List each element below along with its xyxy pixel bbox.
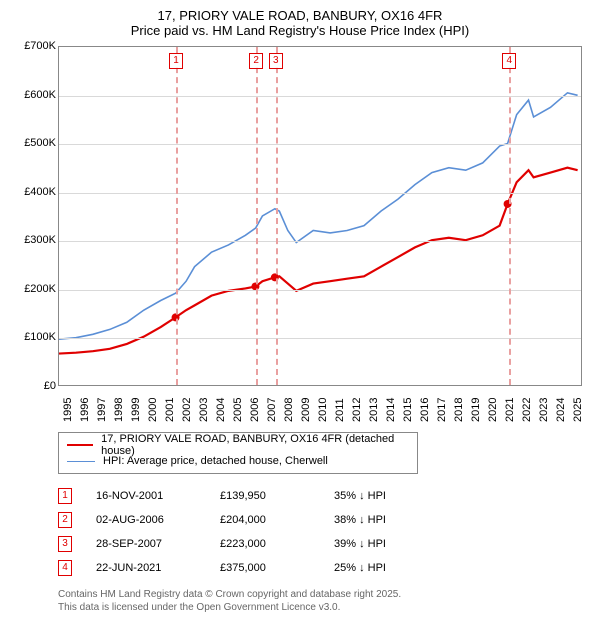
x-tick-label: 2006 xyxy=(249,398,253,422)
sale-marker-line xyxy=(276,47,278,385)
footer-line: Contains HM Land Registry data © Crown c… xyxy=(58,588,588,601)
x-tick-label: 1996 xyxy=(79,398,83,422)
y-tick-label: £100K xyxy=(12,331,56,343)
event-date: 28-SEP-2007 xyxy=(96,538,196,550)
event-diff: 38% ↓ HPI xyxy=(334,514,434,526)
x-tick-label: 2008 xyxy=(283,398,287,422)
sale-marker-label: 2 xyxy=(249,53,263,69)
event-diff: 25% ↓ HPI xyxy=(334,562,434,574)
x-tick-label: 2015 xyxy=(402,398,406,422)
legend-item: 17, PRIORY VALE ROAD, BANBURY, OX16 4FR … xyxy=(67,437,409,453)
x-tick-label: 2023 xyxy=(538,398,542,422)
x-tick-label: 2007 xyxy=(266,398,270,422)
gridline xyxy=(59,338,581,339)
y-tick-label: £600K xyxy=(12,89,56,101)
event-diff: 35% ↓ HPI xyxy=(334,490,434,502)
x-tick-label: 2001 xyxy=(164,398,168,422)
sale-marker-label: 3 xyxy=(269,53,283,69)
event-date: 02-AUG-2006 xyxy=(96,514,196,526)
legend-label: HPI: Average price, detached house, Cher… xyxy=(103,455,328,467)
legend-swatch xyxy=(67,444,93,446)
line-series-svg xyxy=(59,47,581,385)
gridline xyxy=(59,241,581,242)
y-tick-label: £500K xyxy=(12,137,56,149)
legend-label: 17, PRIORY VALE ROAD, BANBURY, OX16 4FR … xyxy=(101,433,409,457)
x-tick-label: 2004 xyxy=(215,398,219,422)
x-tick-label: 2018 xyxy=(453,398,457,422)
event-marker-box: 1 xyxy=(58,488,72,504)
x-tick-label: 2000 xyxy=(147,398,151,422)
event-marker-box: 2 xyxy=(58,512,72,528)
event-row: 2 02-AUG-2006 £204,000 38% ↓ HPI xyxy=(58,508,588,532)
gridline xyxy=(59,290,581,291)
sale-marker-line xyxy=(256,47,258,385)
x-tick-label: 2016 xyxy=(419,398,423,422)
event-row: 4 22-JUN-2021 £375,000 25% ↓ HPI xyxy=(58,556,588,580)
event-price: £223,000 xyxy=(220,538,310,550)
event-date: 16-NOV-2001 xyxy=(96,490,196,502)
y-tick-label: £300K xyxy=(12,234,56,246)
chart-subtitle: Price paid vs. HM Land Registry's House … xyxy=(12,23,588,38)
plot-region: 1 23 4 xyxy=(58,46,582,386)
gridline xyxy=(59,144,581,145)
x-tick-label: 2011 xyxy=(334,398,338,422)
event-row: 3 28-SEP-2007 £223,000 39% ↓ HPI xyxy=(58,532,588,556)
event-marker-box: 4 xyxy=(58,560,72,576)
sale-marker-label: 1 xyxy=(169,53,183,69)
x-tick-label: 2022 xyxy=(521,398,525,422)
chart-title: 17, PRIORY VALE ROAD, BANBURY, OX16 4FR xyxy=(12,8,588,23)
y-tick-label: £700K xyxy=(12,40,56,52)
event-row: 1 16-NOV-2001 £139,950 35% ↓ HPI xyxy=(58,484,588,508)
event-price: £139,950 xyxy=(220,490,310,502)
legend-swatch xyxy=(67,461,95,462)
x-tick-label: 2003 xyxy=(198,398,202,422)
chart-container: 17, PRIORY VALE ROAD, BANBURY, OX16 4FR … xyxy=(0,0,600,622)
chart-area: £0£100K£200K£300K£400K£500K£600K£700K 12… xyxy=(12,46,588,426)
gridline xyxy=(59,193,581,194)
sale-marker-line xyxy=(176,47,178,385)
footer-line: This data is licensed under the Open Gov… xyxy=(58,601,588,614)
event-marker-box: 3 xyxy=(58,536,72,552)
x-tick-label: 2019 xyxy=(470,398,474,422)
event-price: £375,000 xyxy=(220,562,310,574)
event-table: 1 16-NOV-2001 £139,950 35% ↓ HPI 2 02-AUG-200… xyxy=(58,484,588,580)
series-line-price_paid xyxy=(59,168,578,354)
event-diff: 39% ↓ HPI xyxy=(334,538,434,550)
legend: 17, PRIORY VALE ROAD, BANBURY, OX16 4FR … xyxy=(58,432,418,474)
x-tick-label: 2020 xyxy=(487,398,491,422)
title-block: 17, PRIORY VALE ROAD, BANBURY, OX16 4FR … xyxy=(12,8,588,38)
x-tick-label: 1995 xyxy=(62,398,66,422)
x-tick-label: 2014 xyxy=(385,398,389,422)
x-tick-label: 2013 xyxy=(368,398,372,422)
series-line-hpi xyxy=(59,93,578,339)
sale-marker-line xyxy=(509,47,511,385)
x-tick-label: 2005 xyxy=(232,398,236,422)
event-date: 22-JUN-2021 xyxy=(96,562,196,574)
x-tick-label: 2021 xyxy=(504,398,508,422)
footer-attribution: Contains HM Land Registry data © Crown c… xyxy=(58,588,588,614)
x-tick-label: 2024 xyxy=(555,398,559,422)
x-tick-label: 2010 xyxy=(317,398,321,422)
x-tick-label: 2025 xyxy=(572,398,576,422)
y-tick-label: £400K xyxy=(12,186,56,198)
gridline xyxy=(59,96,581,97)
x-tick-label: 2017 xyxy=(436,398,440,422)
x-tick-label: 2012 xyxy=(351,398,355,422)
x-tick-label: 2009 xyxy=(300,398,304,422)
x-tick-label: 2002 xyxy=(181,398,185,422)
sale-marker-label: 4 xyxy=(502,53,516,69)
x-tick-label: 1999 xyxy=(130,398,134,422)
x-tick-label: 1998 xyxy=(113,398,117,422)
x-tick-label: 1997 xyxy=(96,398,100,422)
y-tick-label: £200K xyxy=(12,283,56,295)
y-tick-label: £0 xyxy=(12,380,56,392)
event-price: £204,000 xyxy=(220,514,310,526)
